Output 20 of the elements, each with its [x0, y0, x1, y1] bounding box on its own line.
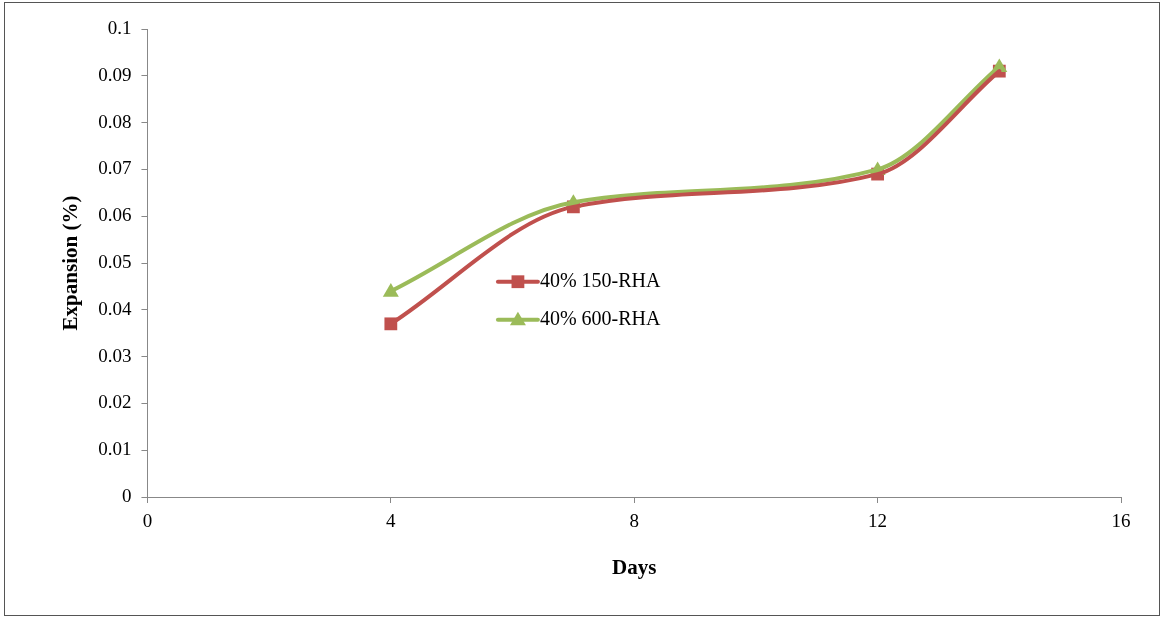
legend-label: 40% 150-RHA [539, 268, 662, 291]
y-tick-label: 0.08 [98, 110, 132, 132]
y-tick-label: 0.01 [98, 438, 132, 460]
y-tick-label: 0.07 [98, 157, 132, 179]
y-tick-label: 0.06 [98, 204, 132, 226]
y-tick-label: 0.02 [98, 391, 132, 413]
x-tick-label: 0 [142, 510, 153, 532]
legend-label: 40% 600-RHA [539, 306, 662, 329]
y-tick-label: 0.1 [107, 16, 132, 38]
x-tick-label: 8 [629, 510, 639, 532]
x-tick-label: 12 [868, 510, 888, 532]
x-axis-title: Days [612, 554, 657, 579]
x-tick-label: 4 [386, 510, 397, 532]
y-tick-label: 0.04 [98, 297, 132, 319]
y-axis-title: Expansion (%) [58, 195, 83, 331]
x-tick-label: 16 [1111, 510, 1131, 532]
y-tick-label: 0 [121, 484, 132, 506]
y-tick-label: 0.09 [98, 63, 132, 85]
y-tick-label: 0.05 [98, 250, 132, 272]
y-tick-label: 0.03 [98, 344, 132, 366]
